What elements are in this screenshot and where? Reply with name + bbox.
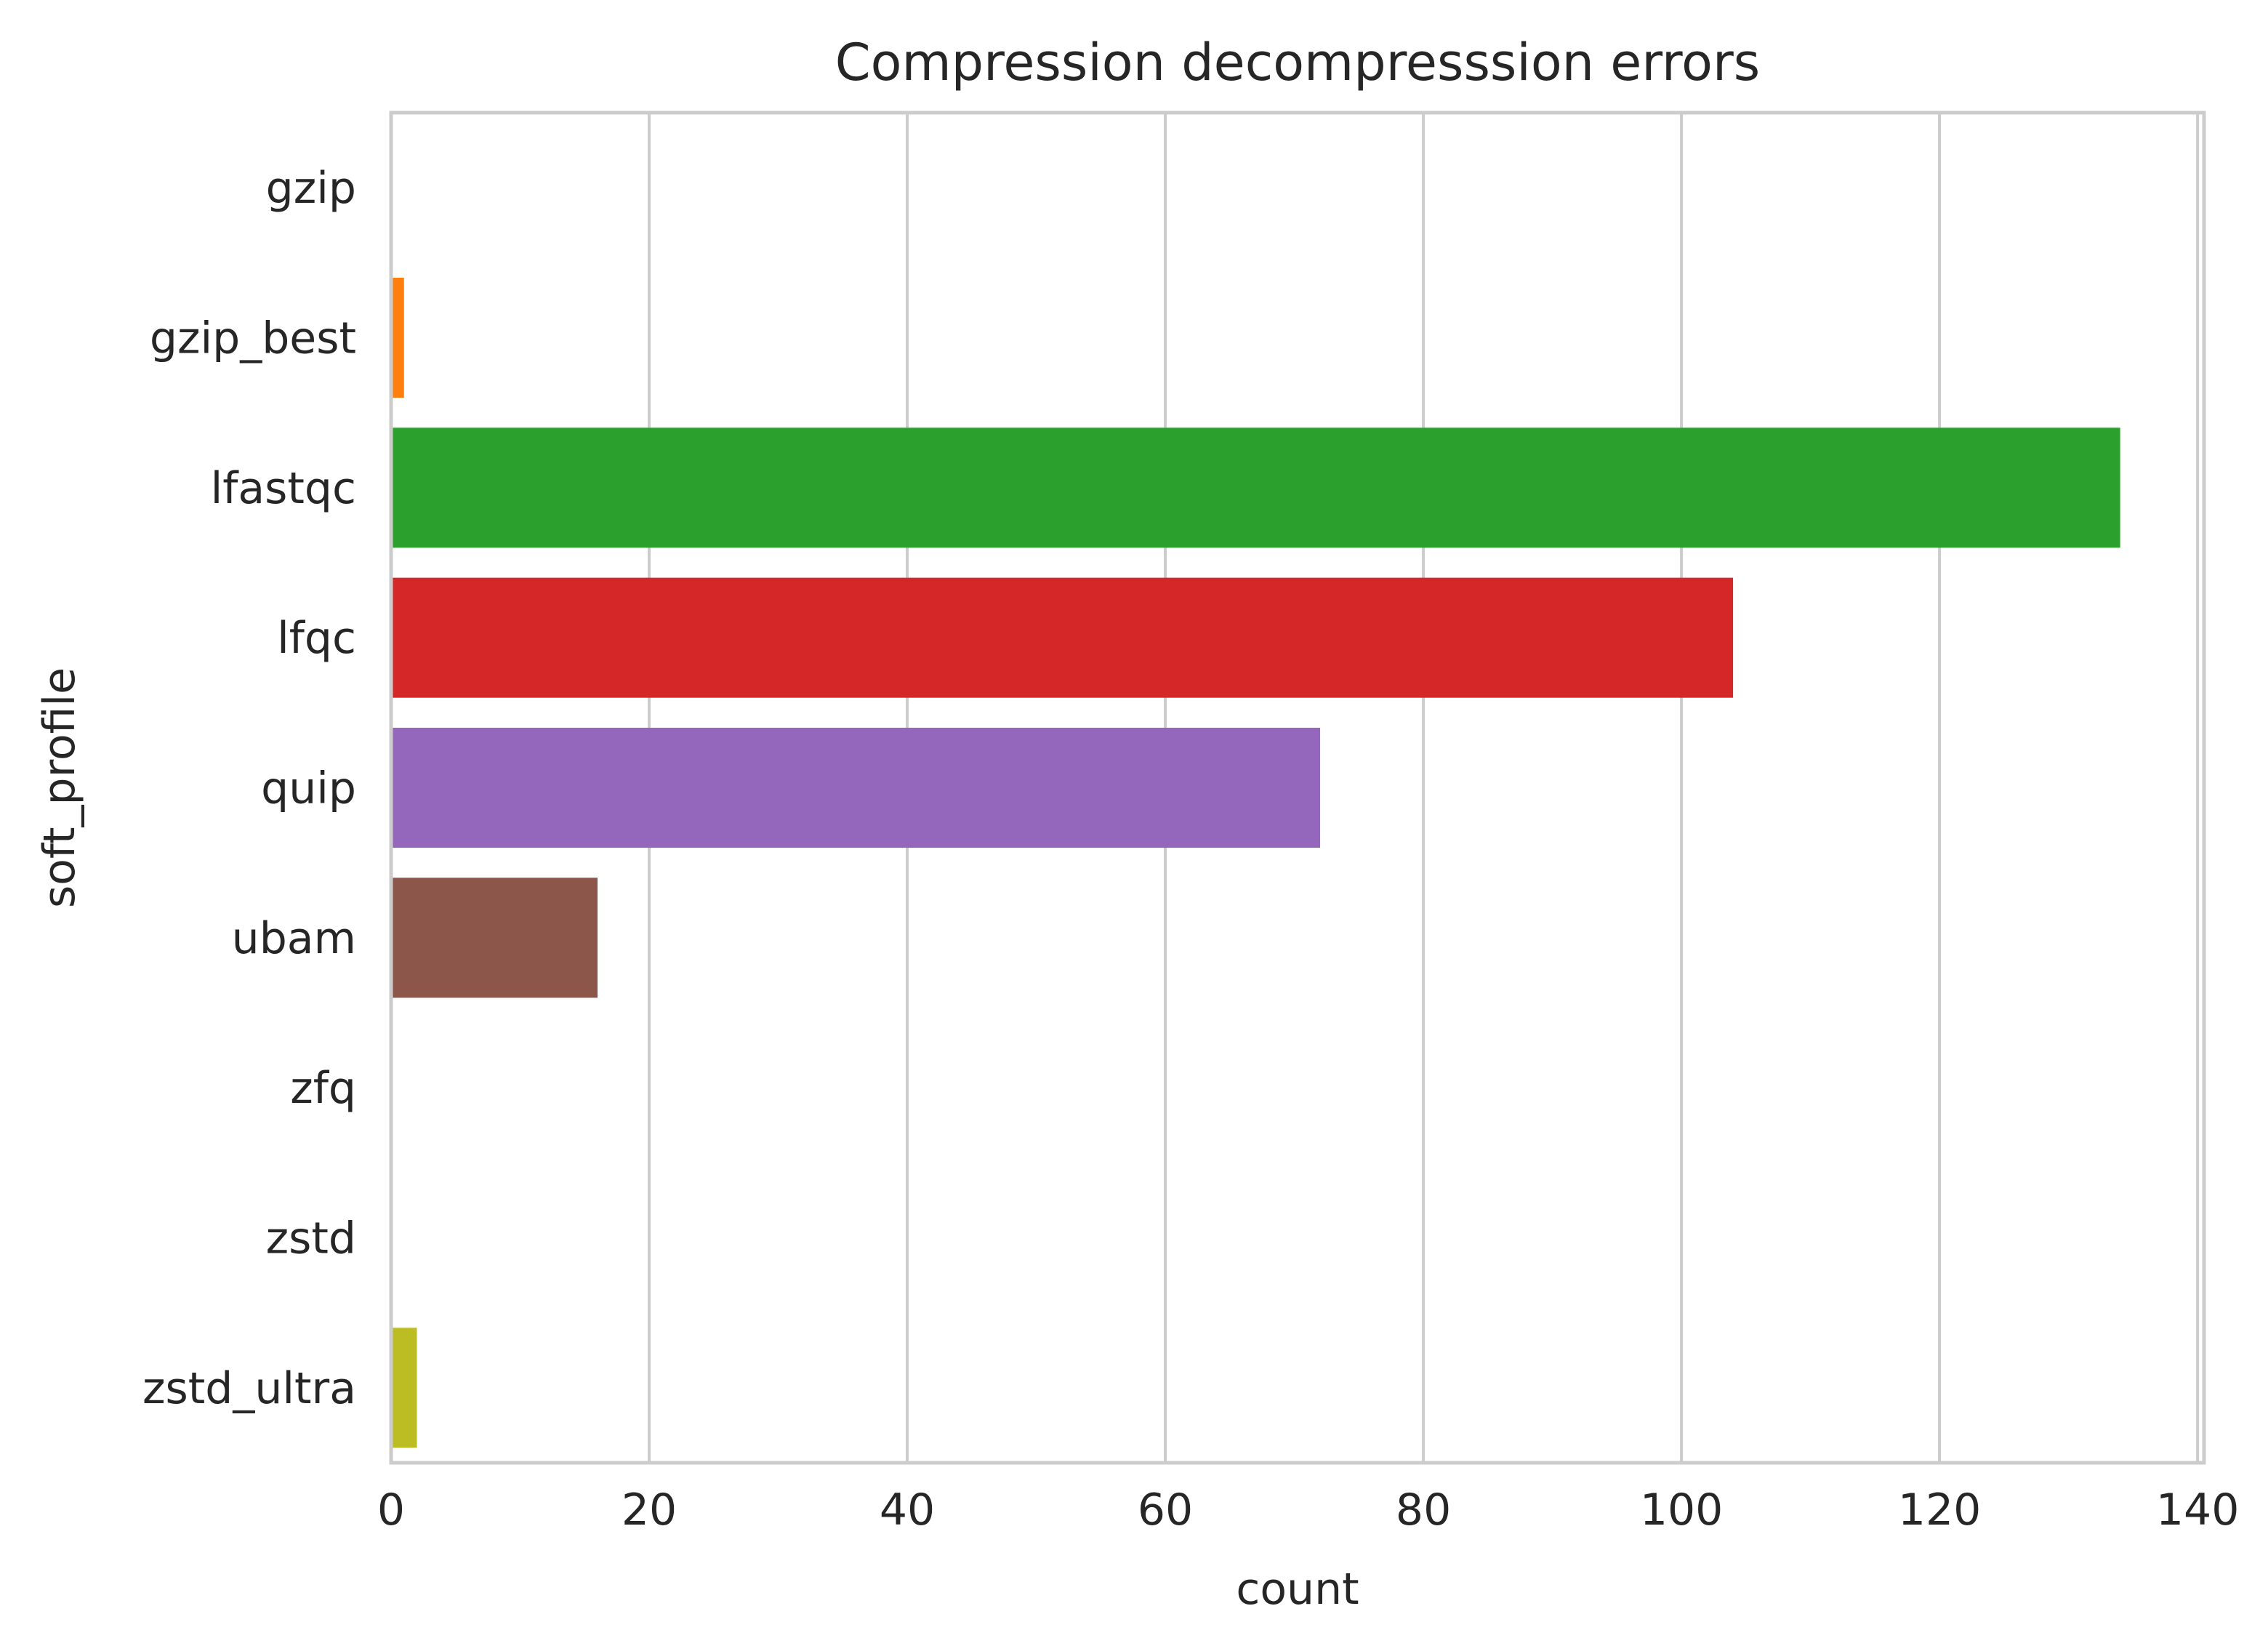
bar-gzip_best: [391, 277, 404, 398]
x-tick-label: 0: [377, 1485, 405, 1535]
y-tick-label: zfq: [290, 1063, 356, 1114]
bar-ubam: [391, 878, 598, 998]
y-tick-label: zstd: [266, 1213, 356, 1264]
bars: [391, 277, 2120, 1448]
y-tick-label: zstd_ultra: [142, 1363, 356, 1414]
y-tick-label: ubam: [232, 913, 356, 964]
x-tick-label: 140: [2156, 1485, 2240, 1535]
y-tick-label: lfastqc: [211, 463, 356, 514]
x-tick-label: 20: [622, 1485, 677, 1535]
x-tick-label: 100: [1640, 1485, 1724, 1535]
y-tick-label: quip: [261, 763, 356, 814]
x-tick-label: 120: [1898, 1485, 1982, 1535]
plot-frame: [389, 111, 2206, 1465]
chart-title: Compression decompresssion errors: [835, 33, 1760, 92]
bar-lfastqc: [391, 427, 2120, 548]
x-axis-label: count: [1236, 1564, 1359, 1615]
y-tick-label: gzip: [266, 163, 356, 214]
x-tick-label: 80: [1396, 1485, 1451, 1535]
bar-quip: [391, 727, 1321, 848]
y-axis-label: soft_profile: [34, 667, 85, 908]
x-tick-labels: 0 20 40 60 80 100 120 140: [377, 1485, 2239, 1535]
bar-zstd_ultra: [391, 1328, 417, 1448]
bar-lfqc: [391, 577, 1734, 698]
x-tick-label: 40: [880, 1485, 935, 1535]
x-tick-label: 60: [1138, 1485, 1193, 1535]
y-tick-label: gzip_best: [150, 313, 356, 364]
y-tick-label: lfqc: [277, 613, 356, 664]
